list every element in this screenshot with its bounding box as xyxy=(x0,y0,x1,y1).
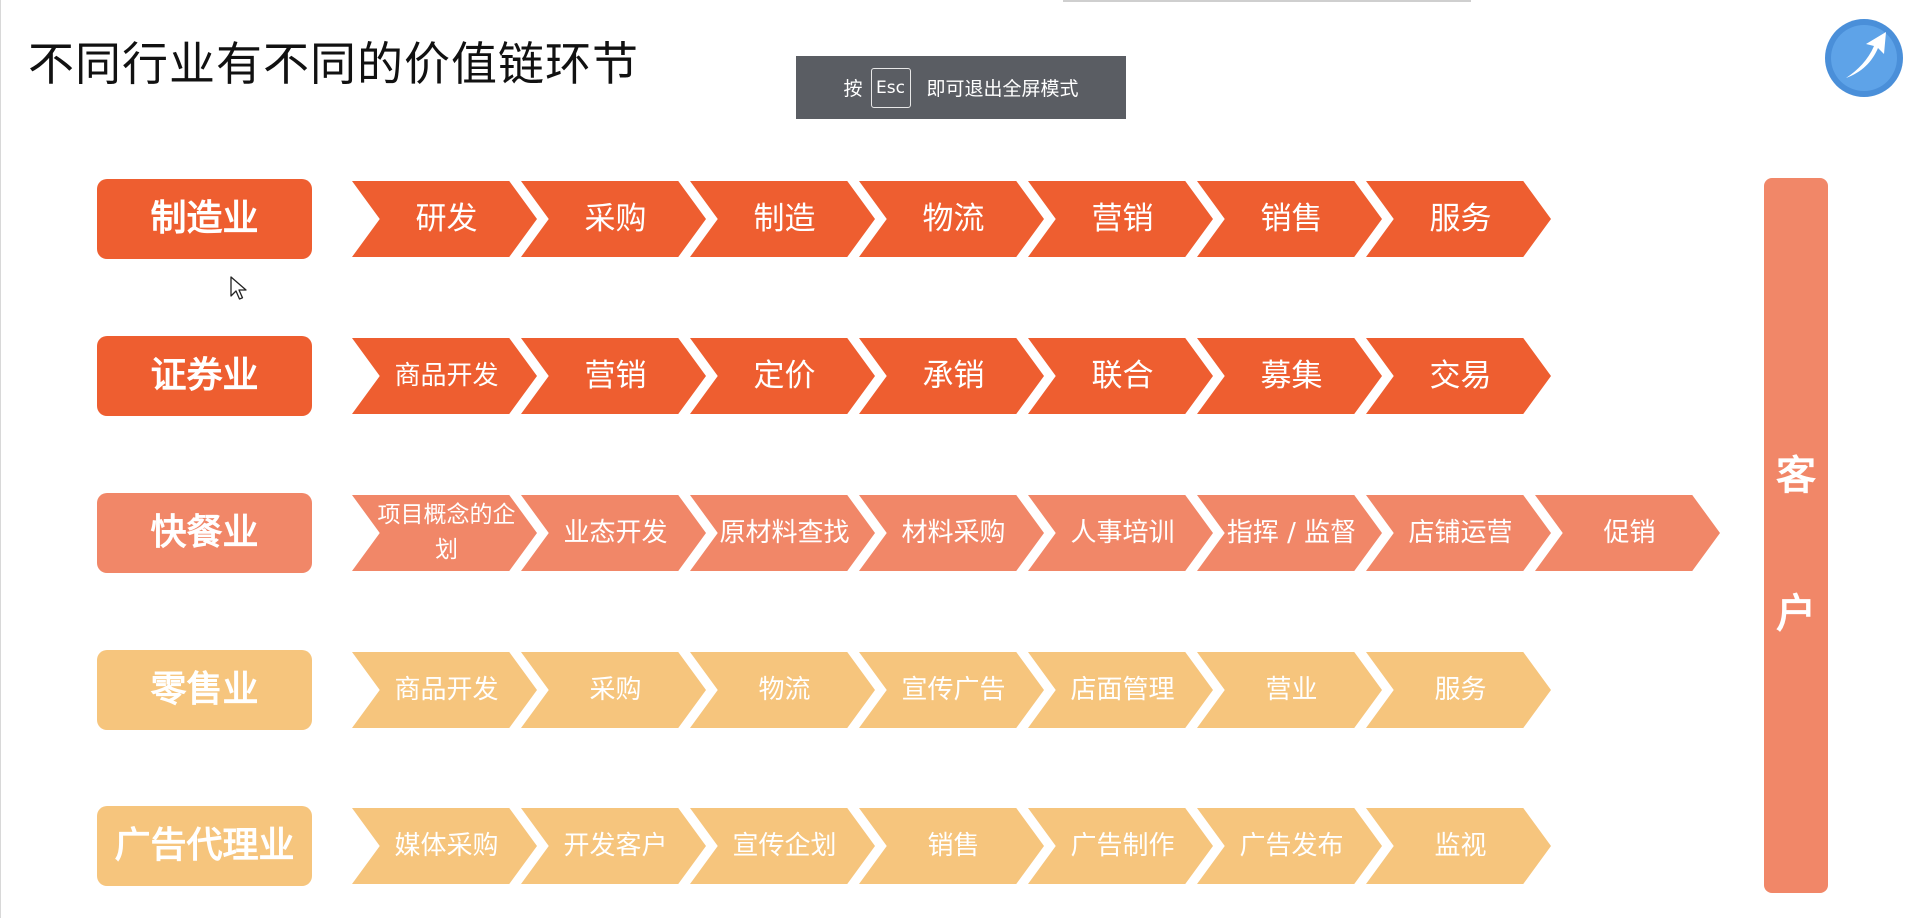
chain-stage: 原材料查找 xyxy=(690,495,875,571)
chain-stage: 店面管理 xyxy=(1028,652,1213,728)
chain-stage: 营业 xyxy=(1197,652,1382,728)
chain-stage: 募集 xyxy=(1197,338,1382,414)
chain-stage: 宣传企划 xyxy=(690,808,875,884)
chain-stage: 物流 xyxy=(690,652,875,728)
chain-stage: 服务 xyxy=(1366,652,1551,728)
chain-stage: 制造 xyxy=(690,181,875,257)
chain-stage: 定价 xyxy=(690,338,875,414)
chain-stage: 项目概念的企划 xyxy=(352,495,537,571)
chain-stage: 采购 xyxy=(521,652,706,728)
chain-stage: 开发客户 xyxy=(521,808,706,884)
app-logo-icon xyxy=(1825,19,1903,97)
value-chain-row-securities: 证券业 商品开发 营销 定价 承销 联合 募集 交易 xyxy=(1,336,1905,416)
chain-stage: 广告制作 xyxy=(1028,808,1213,884)
chain-stage: 销售 xyxy=(1197,181,1382,257)
industry-label: 广告代理业 xyxy=(97,806,312,886)
slide-title: 不同行业有不同的价值链环节 xyxy=(28,37,639,91)
chain-stage: 服务 xyxy=(1366,181,1551,257)
fullscreen-exit-notice: 按 Esc 即可退出全屏模式 xyxy=(796,56,1126,119)
chain-stage: 联合 xyxy=(1028,338,1213,414)
top-border-line xyxy=(1063,0,1471,2)
customer-label-char: 客 xyxy=(1776,453,1816,499)
notice-press-text: 按 xyxy=(843,78,863,100)
customer-label-char: 户 xyxy=(1776,591,1816,637)
industry-label: 零售业 xyxy=(97,650,312,730)
chain-stage: 宣传广告 xyxy=(859,652,1044,728)
customer-bar: 客 户 xyxy=(1764,178,1828,893)
chain-stage: 交易 xyxy=(1366,338,1551,414)
chain-stage: 研发 xyxy=(352,181,537,257)
chain-stage: 促销 xyxy=(1535,495,1720,571)
chain-stage: 采购 xyxy=(521,181,706,257)
chain-stage: 监视 xyxy=(1366,808,1551,884)
industry-label: 快餐业 xyxy=(97,493,312,573)
chain-stage: 销售 xyxy=(859,808,1044,884)
chain-stage: 人事培训 xyxy=(1028,495,1213,571)
chain-stage: 媒体采购 xyxy=(352,808,537,884)
chain-stage: 业态开发 xyxy=(521,495,706,571)
value-chain-row-retail: 零售业 商品开发 采购 物流 宣传广告 店面管理 营业 服务 xyxy=(1,650,1905,730)
chain-stage: 营销 xyxy=(1028,181,1213,257)
chain-stage: 店铺运营 xyxy=(1366,495,1551,571)
value-chain-row-fast-food: 快餐业 项目概念的企划 业态开发 原材料查找 材料采购 人事培训 指挥 / 监督… xyxy=(1,493,1905,573)
industry-label: 证券业 xyxy=(97,336,312,416)
notice-message: 即可退出全屏模式 xyxy=(926,78,1079,100)
mouse-pointer-icon xyxy=(230,276,247,300)
chain-stage: 营销 xyxy=(521,338,706,414)
industry-label: 制造业 xyxy=(97,179,312,259)
chain-stage: 商品开发 xyxy=(352,338,537,414)
chain-stage: 材料采购 xyxy=(859,495,1044,571)
chain-stage: 承销 xyxy=(859,338,1044,414)
esc-key-badge: Esc xyxy=(870,67,911,108)
chain-stage: 物流 xyxy=(859,181,1044,257)
chain-stage: 指挥 / 监督 xyxy=(1197,495,1382,571)
value-chain-row-advertising: 广告代理业 媒体采购 开发客户 宣传企划 销售 广告制作 广告发布 监视 xyxy=(1,806,1905,886)
chain-stage: 商品开发 xyxy=(352,652,537,728)
value-chain-row-manufacturing: 制造业 研发 采购 制造 物流 营销 销售 服务 xyxy=(1,179,1905,259)
chain-stage: 广告发布 xyxy=(1197,808,1382,884)
